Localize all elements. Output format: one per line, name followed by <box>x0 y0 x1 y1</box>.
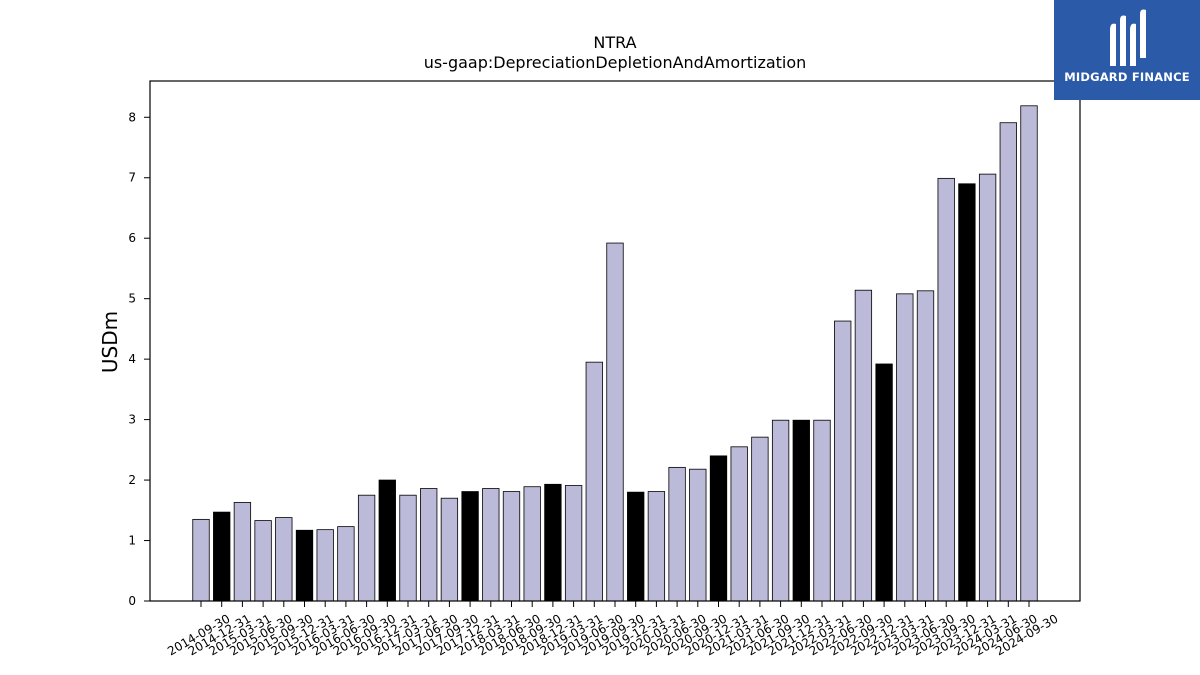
bar-2021-06-30 <box>751 436 769 602</box>
bar-2024-03-31 <box>978 173 997 602</box>
chart-subtitle: us-gaap:DepreciationDepletionAndAmortiza… <box>424 53 807 72</box>
bar-2021-03-31 <box>730 446 748 602</box>
bar-2014-09-30 <box>192 518 210 602</box>
bar-2022-06-30 <box>834 320 852 602</box>
bar-2019-12-31 <box>627 491 645 602</box>
bar-2019-06-30 <box>585 361 603 602</box>
y-tick-label: 1 <box>128 534 136 548</box>
bar-2020-09-30 <box>689 468 707 602</box>
bars-group <box>192 105 1038 602</box>
bar-2022-03-31 <box>813 419 831 602</box>
bar-2017-06-30 <box>420 488 438 602</box>
bar-2018-09-30 <box>523 486 541 602</box>
bar-2022-09-30 <box>854 289 873 602</box>
bar-2016-03-31 <box>316 529 334 602</box>
bar-2018-06-30 <box>502 491 521 602</box>
bar-2015-06-30 <box>254 520 272 602</box>
bar-2020-03-31 <box>647 491 666 602</box>
bar-2022-12-31 <box>875 363 893 602</box>
bar-2017-12-31 <box>461 491 479 602</box>
y-tick-label: 0 <box>128 594 136 608</box>
y-tick-label: 8 <box>128 110 136 124</box>
chart-title: NTRA <box>593 33 636 52</box>
y-tick-label: 2 <box>128 473 136 487</box>
bar-2019-03-31 <box>564 485 583 602</box>
logo-mark-icon <box>1110 9 1146 67</box>
bar-2016-06-30 <box>337 526 355 602</box>
bar-2023-06-30 <box>916 290 935 602</box>
bar-2017-09-30 <box>440 497 459 602</box>
y-tick-label: 5 <box>128 292 136 306</box>
bar-2021-12-31 <box>792 419 810 602</box>
bar-2020-06-30 <box>668 466 686 602</box>
y-tick-label: 4 <box>128 352 136 366</box>
bar-2018-12-31 <box>544 483 562 602</box>
bar-2015-09-30 <box>275 517 293 602</box>
brand-logo: MIDGARD FINANCE <box>1054 0 1200 100</box>
bar-2024-06-30 <box>999 122 1017 602</box>
logo-text: MIDGARD FINANCE <box>1064 70 1190 84</box>
y-axis: 0 1 2 3 4 5 6 7 8 <box>128 110 150 608</box>
bar-2016-09-30 <box>357 494 376 602</box>
y-tick-label: 7 <box>128 171 136 185</box>
bar-2020-12-31 <box>709 455 728 602</box>
y-tick-label: 3 <box>128 413 136 427</box>
y-tick-label: 6 <box>128 231 136 245</box>
bar-2018-03-31 <box>482 488 500 602</box>
x-axis: 2014-09-302014-12-312015-03-312015-06-30… <box>165 601 1061 658</box>
bar-2015-12-31 <box>295 529 314 602</box>
bar-2014-12-31 <box>213 511 231 602</box>
bar-2017-03-31 <box>399 494 417 602</box>
bar-2023-09-30 <box>937 177 955 602</box>
bar-2016-12-31 <box>378 479 396 602</box>
bar-2019-09-30 <box>606 242 624 602</box>
bar-2023-03-31 <box>896 293 914 602</box>
bar-2024-09-30 <box>1020 105 1038 602</box>
y-axis-label: USDm <box>98 311 122 373</box>
plot-frame <box>149 80 1081 602</box>
bar-2015-03-31 <box>233 502 252 602</box>
bar-2023-12-31 <box>958 183 976 602</box>
bar-2021-09-30 <box>771 419 790 602</box>
